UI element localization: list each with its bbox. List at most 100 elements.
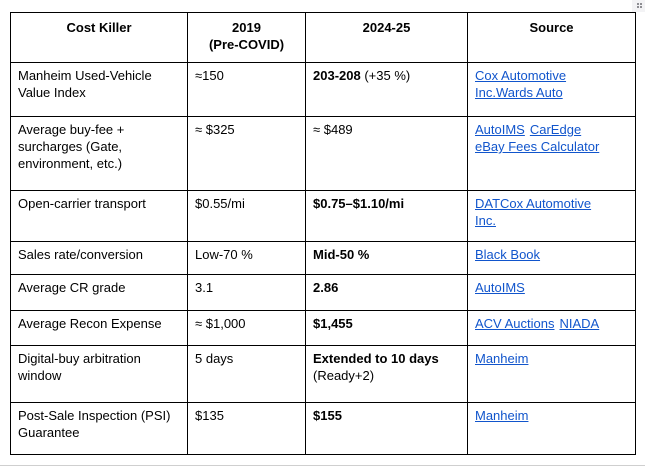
value-2024-bold: Mid-50 % [313, 247, 370, 262]
value-2024-regular: (Ready+2) [313, 368, 375, 383]
value-2019: ≈ $1,000 [195, 316, 246, 331]
cost-killer-label: Average buy-fee + surcharges (Gate, envi… [18, 122, 125, 171]
cost-killer-label: Average Recon Expense [18, 316, 162, 331]
cost-killer-label: Open-carrier transport [18, 196, 146, 211]
value-2024-regular: ≈ $489 [313, 122, 353, 137]
source-cell: Manheim [467, 345, 636, 403]
source-link[interactable]: NIADA [559, 316, 600, 331]
value-2019-cell: ≈ $1,000 [187, 310, 306, 346]
table-row: Average CR grade 3.1 2.86 AutoIMS [10, 274, 636, 311]
value-2019: $0.55/mi [195, 196, 245, 211]
bottom-divider [0, 465, 645, 466]
value-2024-bold: Extended to 10 days [313, 351, 439, 366]
source-link-line: Black Book [475, 246, 628, 263]
source-cell: ACV Auctions NIADA [467, 310, 636, 346]
source-link[interactable]: Cox Automotive [475, 68, 567, 83]
header-cost-killer: Cost Killer [10, 12, 188, 63]
source-cell: AutoIMS [467, 274, 636, 311]
cost-killer-cell: Average CR grade [10, 274, 188, 311]
table-row: Manheim Used-Vehicle Value Index ≈150 20… [10, 62, 636, 117]
table-row: Sales rate/conversion Low-70 % Mid-50 % … [10, 241, 636, 275]
value-2019-cell: 5 days [187, 345, 306, 403]
value-2024-regular: (+35 %) [364, 68, 411, 83]
source-link-line: DATCox Automotive [475, 195, 628, 212]
source-cell: Black Book [467, 241, 636, 275]
source-link-line: eBay Fees Calculator [475, 138, 628, 155]
cost-killer-label: Manheim Used-Vehicle Value Index [18, 68, 152, 100]
source-link-line: AutoIMS CarEdge [475, 121, 628, 138]
value-2024-bold: $1,455 [313, 316, 353, 331]
value-2024-cell: $155 [305, 402, 468, 455]
value-2019-cell: 3.1 [187, 274, 306, 311]
source-link[interactable]: Manheim [475, 408, 529, 423]
source-cell: Manheim [467, 402, 636, 455]
source-cell: Cox Automotive Inc.Wards Auto [467, 62, 636, 117]
source-link-line: Cox Automotive [475, 67, 628, 84]
source-link[interactable]: eBay Fees Calculator [475, 139, 600, 154]
source-cell: DATCox Automotive Inc. [467, 190, 636, 242]
table-row: Average buy-fee + surcharges (Gate, envi… [10, 116, 636, 191]
source-link-line: Manheim [475, 350, 628, 367]
value-2019: ≈150 [195, 68, 224, 83]
value-2019-cell: ≈ $325 [187, 116, 306, 191]
source-link[interactable]: Inc.Wards Auto [475, 85, 563, 100]
source-link[interactable]: ACV Auctions [475, 316, 555, 331]
value-2024-cell: 2.86 [305, 274, 468, 311]
cost-killer-cell: Manheim Used-Vehicle Value Index [10, 62, 188, 117]
value-2024-cell: $1,455 [305, 310, 468, 346]
scrollbar-corner-widget[interactable] [632, 0, 645, 12]
source-link[interactable]: AutoIMS [475, 280, 525, 295]
cost-killer-cell: Post-Sale Inspection (PSI) Guarantee [10, 402, 188, 455]
value-2019: 3.1 [195, 280, 214, 295]
source-link[interactable]: CarEdge [529, 122, 582, 137]
table-row: Open-carrier transport $0.55/mi $0.75–$1… [10, 190, 636, 242]
value-2019-cell: $0.55/mi [187, 190, 306, 242]
source-cell: AutoIMS CarEdge eBay Fees Calculator [467, 116, 636, 191]
corner-dots-icon [637, 3, 639, 5]
value-2024-bold: $155 [313, 408, 342, 423]
table-row: Post-Sale Inspection (PSI) Guarantee $13… [10, 402, 636, 455]
value-2024-bold: 203-208 [313, 68, 361, 83]
cost-killer-cell: Sales rate/conversion [10, 241, 188, 275]
value-2024-bold: $0.75–$1.10/mi [313, 196, 405, 211]
value-2019-cell: ≈150 [187, 62, 306, 117]
value-2019: $135 [195, 408, 224, 423]
value-2024-cell: Mid-50 % [305, 241, 468, 275]
value-2019: Low-70 % [195, 247, 253, 262]
table-header-row: Cost Killer 2019 (Pre-COVID) 2024-25 Sou… [10, 12, 636, 63]
cost-killer-table: Cost Killer 2019 (Pre-COVID) 2024-25 Sou… [10, 12, 636, 455]
value-2024-cell: 203-208 (+35 %) [305, 62, 468, 117]
table-row: Digital-buy arbitration window 5 days Ex… [10, 345, 636, 403]
header-2024-25: 2024-25 [305, 12, 468, 63]
source-link[interactable]: Inc. [475, 213, 496, 228]
table-row: Average Recon Expense ≈ $1,000 $1,455 AC… [10, 310, 636, 346]
value-2019: ≈ $325 [195, 122, 235, 137]
value-2024-cell: Extended to 10 days (Ready+2) [305, 345, 468, 403]
value-2019-cell: $135 [187, 402, 306, 455]
source-link[interactable]: Black Book [475, 247, 541, 262]
header-source: Source [467, 12, 636, 63]
cost-killer-label: Digital-buy arbitration window [18, 351, 141, 383]
value-2019-cell: Low-70 % [187, 241, 306, 275]
cost-killer-cell: Average buy-fee + surcharges (Gate, envi… [10, 116, 188, 191]
value-2024-cell: ≈ $489 [305, 116, 468, 191]
source-link-line: Inc.Wards Auto [475, 84, 628, 101]
source-link-line: Manheim [475, 407, 628, 424]
source-link[interactable]: AutoIMS [475, 122, 525, 137]
source-link-line: ACV Auctions NIADA [475, 315, 628, 332]
cost-killer-label: Sales rate/conversion [18, 247, 144, 262]
cost-killer-label: Average CR grade [18, 280, 126, 295]
source-link[interactable]: Manheim [475, 351, 529, 366]
source-link-line: AutoIMS [475, 279, 628, 296]
source-link[interactable]: DATCox Automotive [475, 196, 592, 211]
cost-killer-label: Post-Sale Inspection (PSI) Guarantee [18, 408, 171, 440]
header-2019: 2019 (Pre-COVID) [187, 12, 306, 63]
value-2024-bold: 2.86 [313, 280, 339, 295]
value-2024-cell: $0.75–$1.10/mi [305, 190, 468, 242]
cost-killer-cell: Open-carrier transport [10, 190, 188, 242]
cost-killer-cell: Digital-buy arbitration window [10, 345, 188, 403]
value-2019: 5 days [195, 351, 234, 366]
cost-killer-cell: Average Recon Expense [10, 310, 188, 346]
source-link-line: Inc. [475, 212, 628, 229]
